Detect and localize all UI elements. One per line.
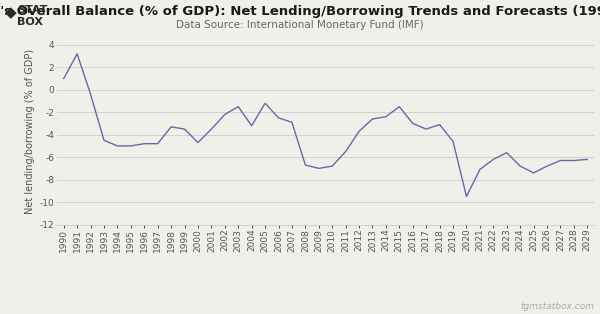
Text: BOX: BOX: [17, 17, 43, 27]
Text: STAT: STAT: [17, 5, 47, 15]
Text: Romania's Overall Balance (% of GDP): Net Lending/Borrowing Trends and Forecasts: Romania's Overall Balance (% of GDP): Ne…: [0, 5, 600, 18]
Text: Data Source: International Monetary Fund (IMF): Data Source: International Monetary Fund…: [176, 20, 424, 30]
Text: ◆: ◆: [5, 5, 17, 20]
Y-axis label: Net lending/borrowing (% of GDP): Net lending/borrowing (% of GDP): [25, 49, 35, 214]
Text: tgmstatbox.com: tgmstatbox.com: [520, 302, 594, 311]
